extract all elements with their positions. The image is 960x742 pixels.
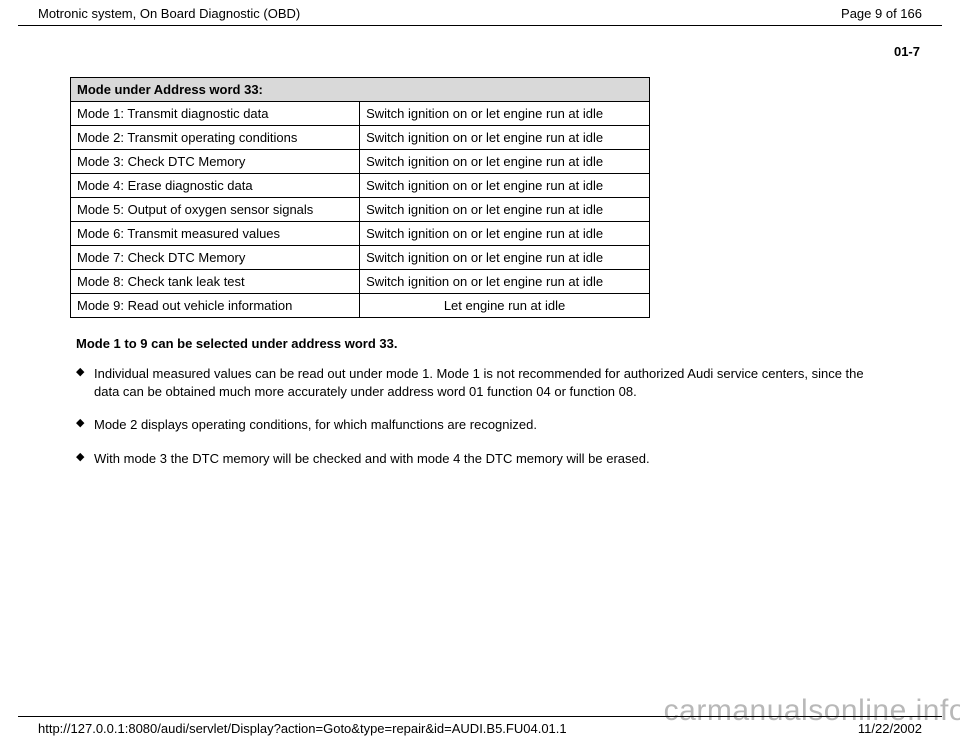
bullet-list: Individual measured values can be read o… [76, 365, 890, 467]
table-row: Mode 1: Transmit diagnostic dataSwitch i… [71, 102, 650, 126]
note-line: Mode 1 to 9 can be selected under addres… [76, 336, 890, 351]
table-row: Mode 2: Transmit operating conditionsSwi… [71, 126, 650, 150]
mode-cell: Mode 2: Transmit operating conditions [71, 126, 360, 150]
mode-cell: Mode 8: Check tank leak test [71, 270, 360, 294]
mode-table: Mode under Address word 33: Mode 1: Tran… [70, 77, 650, 318]
mode-cell: Mode 7: Check DTC Memory [71, 246, 360, 270]
mode-cell: Mode 3: Check DTC Memory [71, 150, 360, 174]
condition-cell: Switch ignition on or let engine run at … [360, 246, 650, 270]
condition-cell: Switch ignition on or let engine run at … [360, 126, 650, 150]
section-number: 01-7 [0, 26, 960, 59]
page-footer: http://127.0.0.1:8080/audi/servlet/Displ… [18, 716, 942, 736]
table-row: Mode 9: Read out vehicle informationLet … [71, 294, 650, 318]
document-title: Motronic system, On Board Diagnostic (OB… [38, 6, 300, 21]
footer-date: 11/22/2002 [858, 721, 922, 736]
condition-cell: Switch ignition on or let engine run at … [360, 174, 650, 198]
content-area: Mode under Address word 33: Mode 1: Tran… [0, 59, 960, 467]
table-row: Mode 3: Check DTC MemorySwitch ignition … [71, 150, 650, 174]
mode-cell: Mode 9: Read out vehicle information [71, 294, 360, 318]
mode-cell: Mode 6: Transmit measured values [71, 222, 360, 246]
condition-cell: Switch ignition on or let engine run at … [360, 222, 650, 246]
table-row: Mode 5: Output of oxygen sensor signalsS… [71, 198, 650, 222]
list-item: Individual measured values can be read o… [76, 365, 890, 400]
condition-cell: Switch ignition on or let engine run at … [360, 270, 650, 294]
list-item: Mode 2 displays operating conditions, fo… [76, 416, 890, 434]
page-header: Motronic system, On Board Diagnostic (OB… [18, 0, 942, 26]
table-row: Mode 6: Transmit measured valuesSwitch i… [71, 222, 650, 246]
mode-cell: Mode 5: Output of oxygen sensor signals [71, 198, 360, 222]
table-row: Mode 8: Check tank leak testSwitch ignit… [71, 270, 650, 294]
condition-cell: Switch ignition on or let engine run at … [360, 198, 650, 222]
list-item: With mode 3 the DTC memory will be check… [76, 450, 890, 468]
mode-cell: Mode 4: Erase diagnostic data [71, 174, 360, 198]
table-header: Mode under Address word 33: [71, 78, 650, 102]
mode-cell: Mode 1: Transmit diagnostic data [71, 102, 360, 126]
condition-cell: Let engine run at idle [360, 294, 650, 318]
footer-url: http://127.0.0.1:8080/audi/servlet/Displ… [38, 721, 567, 736]
table-row: Mode 7: Check DTC MemorySwitch ignition … [71, 246, 650, 270]
table-body: Mode 1: Transmit diagnostic dataSwitch i… [71, 102, 650, 318]
condition-cell: Switch ignition on or let engine run at … [360, 150, 650, 174]
table-row: Mode 4: Erase diagnostic dataSwitch igni… [71, 174, 650, 198]
page-indicator: Page 9 of 166 [841, 6, 922, 21]
condition-cell: Switch ignition on or let engine run at … [360, 102, 650, 126]
